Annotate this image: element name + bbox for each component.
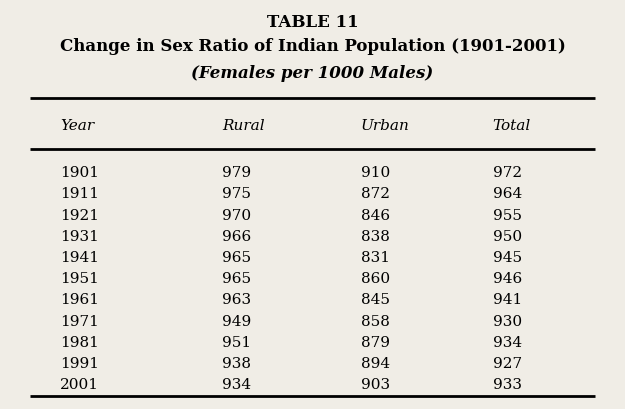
Text: 910: 910 [361,166,390,180]
Text: 845: 845 [361,293,389,307]
Text: 949: 949 [222,314,252,328]
Text: Total: Total [492,119,531,133]
Text: 933: 933 [492,377,522,391]
Text: 945: 945 [492,250,522,264]
Text: 838: 838 [361,229,389,243]
Text: 879: 879 [361,335,389,349]
Text: 1921: 1921 [60,208,99,222]
Text: 946: 946 [492,272,522,285]
Text: 1941: 1941 [60,250,99,264]
Text: 938: 938 [222,356,251,370]
Text: TABLE 11: TABLE 11 [267,13,358,31]
Text: 964: 964 [492,187,522,201]
Text: Urban: Urban [361,119,409,133]
Text: 894: 894 [361,356,389,370]
Text: 1901: 1901 [60,166,99,180]
Text: 860: 860 [361,272,389,285]
Text: Change in Sex Ratio of Indian Population (1901-2001): Change in Sex Ratio of Indian Population… [59,38,566,55]
Text: 934: 934 [222,377,251,391]
Text: 970: 970 [222,208,251,222]
Text: 1931: 1931 [60,229,99,243]
Text: 955: 955 [492,208,522,222]
Text: Rural: Rural [222,119,265,133]
Text: 950: 950 [492,229,522,243]
Text: 975: 975 [222,187,251,201]
Text: 979: 979 [222,166,251,180]
Text: 927: 927 [492,356,522,370]
Text: (Females per 1000 Males): (Females per 1000 Males) [191,64,434,81]
Text: 1951: 1951 [60,272,99,285]
Text: 951: 951 [222,335,251,349]
Text: 963: 963 [222,293,251,307]
Text: 846: 846 [361,208,389,222]
Text: 1981: 1981 [60,335,99,349]
Text: 1971: 1971 [60,314,99,328]
Text: 965: 965 [222,272,251,285]
Text: Year: Year [60,119,94,133]
Text: 831: 831 [361,250,389,264]
Text: 930: 930 [492,314,522,328]
Text: 934: 934 [492,335,522,349]
Text: 858: 858 [361,314,389,328]
Text: 1991: 1991 [60,356,99,370]
Text: 1911: 1911 [60,187,99,201]
Text: 1961: 1961 [60,293,99,307]
Text: 965: 965 [222,250,251,264]
Text: 872: 872 [361,187,389,201]
Text: 2001: 2001 [60,377,99,391]
Text: 903: 903 [361,377,389,391]
Text: 966: 966 [222,229,252,243]
Text: 941: 941 [492,293,522,307]
Text: 972: 972 [492,166,522,180]
